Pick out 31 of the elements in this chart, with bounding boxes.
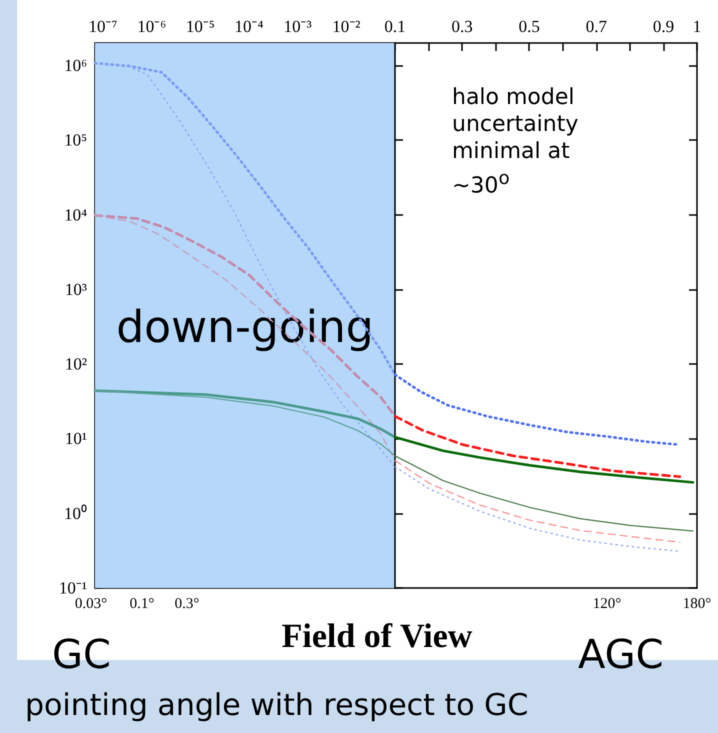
x-tick-label: 10⁻² bbox=[332, 17, 360, 36]
text: pointing angle with respect to GC bbox=[25, 688, 528, 723]
x-tick-label: 10⁻⁶ bbox=[137, 17, 166, 36]
x-tick-label: 0.3 bbox=[451, 17, 473, 36]
x-tick-label: 10⁻⁷ bbox=[88, 17, 118, 36]
text: 120° bbox=[592, 596, 622, 613]
text: AGC bbox=[578, 632, 664, 678]
y-tick-label: 10⁴ bbox=[64, 205, 88, 224]
x-tick-label: 1 bbox=[692, 17, 702, 36]
x-axis-title: Field of View bbox=[280, 618, 474, 656]
text: GC bbox=[52, 632, 111, 678]
y-tick-label: 10⁶ bbox=[64, 56, 88, 75]
text: 0.3° bbox=[174, 596, 200, 613]
x-tick-label: 10⁻³ bbox=[284, 17, 312, 36]
y-tick-label: 10¹ bbox=[64, 429, 87, 448]
x-tick-label: 10⁻⁵ bbox=[186, 17, 215, 36]
x-tick-label: 0.1 bbox=[384, 17, 406, 36]
x-tick-label: 10⁻⁴ bbox=[234, 17, 264, 36]
x-tick-label: 0.9 bbox=[652, 17, 674, 36]
x-tick-label: 0.7 bbox=[586, 17, 608, 36]
y-tick-label: 10³ bbox=[64, 280, 87, 299]
text: 180° bbox=[682, 596, 712, 613]
x-tick-label: 0.5 bbox=[518, 17, 540, 36]
y-tick-label: 10² bbox=[64, 354, 87, 374]
y-tick-label: 10⁻¹ bbox=[58, 578, 87, 598]
text: 0.03° bbox=[74, 596, 108, 613]
y-tick-label: 10⁰ bbox=[64, 504, 87, 523]
text: 0.1° bbox=[130, 596, 154, 613]
y-tick-label: 10⁵ bbox=[64, 130, 88, 150]
band-label: down-going bbox=[116, 302, 374, 353]
annotation: halo model uncertainty minimal at ~30$^{o}$ bbox=[452, 84, 580, 200]
